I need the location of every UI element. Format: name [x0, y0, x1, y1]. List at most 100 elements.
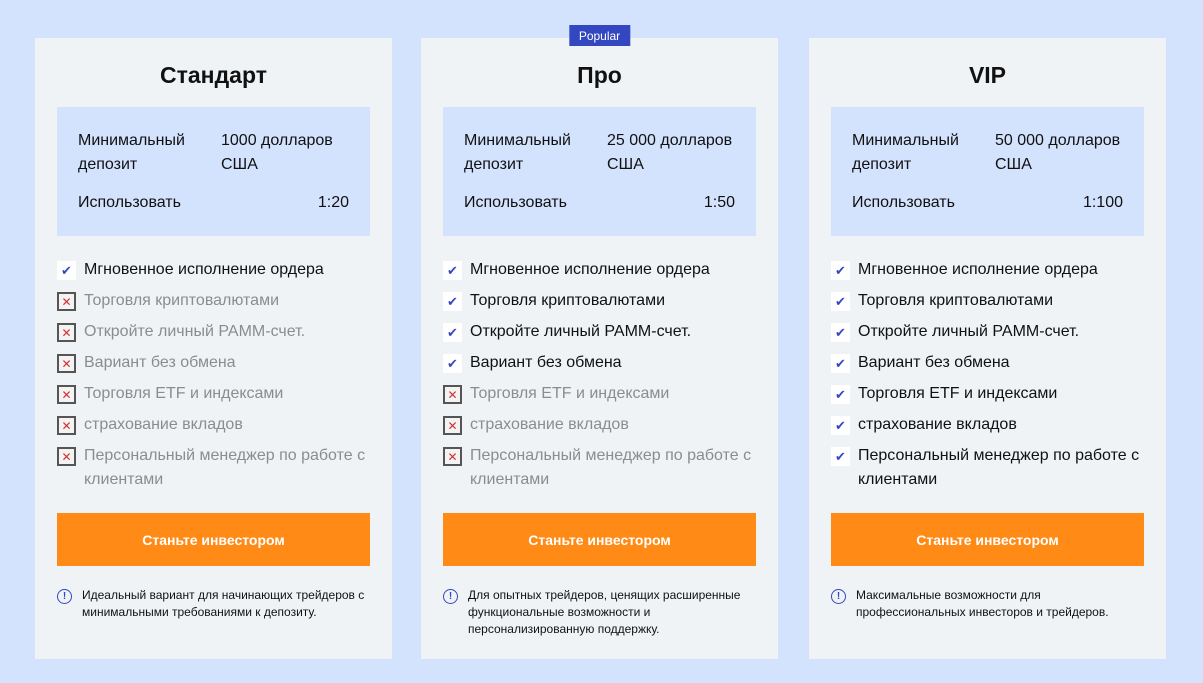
cross-icon: ✕ [57, 385, 76, 404]
check-icon: ✔ [831, 354, 850, 373]
cross-icon: ✕ [443, 447, 462, 466]
feature-item: ✕ Персональный менеджер по работе с клие… [57, 444, 370, 492]
feature-item: ✔ Мгновенное исполнение ордера [57, 258, 370, 282]
feature-item: ✕ Персональный менеджер по работе с клие… [443, 444, 756, 492]
plan-card: VIP Минимальный депозит 50 000 долларов С… [809, 38, 1166, 659]
feature-item: ✔ Торговля криптовалютами [443, 289, 756, 313]
leverage-label: Использовать [78, 194, 181, 211]
feature-item: ✕ Торговля ETF и индексами [57, 382, 370, 406]
check-icon: ✔ [443, 292, 462, 311]
feature-item: ✔ Вариант без обмена [443, 351, 756, 375]
feature-list: ✔ Мгновенное исполнение ордера ✔ Торговл… [443, 258, 756, 492]
feature-text: Мгновенное исполнение ордера [470, 261, 710, 278]
become-investor-button[interactable]: Станьте инвестором [831, 513, 1144, 566]
deposit-label: Минимальный депозит [852, 132, 959, 173]
feature-text: Мгновенное исполнение ордера [858, 261, 1098, 278]
leverage-value: 1:100 [1082, 194, 1123, 211]
check-icon: ✔ [831, 447, 850, 466]
feature-item: ✕ Вариант без обмена [57, 351, 370, 375]
plan-card: Стандарт Минимальный депозит 1000 долларо… [35, 38, 392, 659]
plan-title: Стандарт [160, 62, 267, 88]
become-investor-button[interactable]: Станьте инвестором [57, 513, 370, 566]
feature-item: ✔ Персональный менеджер по работе с клие… [831, 444, 1144, 492]
feature-item: ✕ Торговля ETF и индексами [443, 382, 756, 406]
feature-item: ✔ Откройте личный РАММ-счет. [831, 320, 1144, 344]
feature-item: ✕ Откройте личный РАММ-счет. [57, 320, 370, 344]
check-icon: ✔ [831, 323, 850, 342]
note-text: Для опытных трейдеров, ценящих расширенн… [468, 588, 741, 636]
feature-item: ✕ страхование вкладов [57, 413, 370, 437]
plan-info: Минимальный депозит 25 000 долларов США И… [443, 107, 756, 236]
feature-text: Персональный менеджер по работе с клиент… [84, 447, 366, 488]
feature-text: Откройте личный РАММ-счет. [84, 323, 306, 340]
leverage-label: Использовать [464, 194, 567, 211]
info-icon: ! [443, 589, 458, 604]
info-icon: ! [831, 589, 846, 604]
feature-item: ✔ Мгновенное исполнение ордера [443, 258, 756, 282]
deposit-label: Минимальный депозит [464, 132, 571, 173]
feature-text: Торговля криптовалютами [858, 292, 1054, 309]
feature-text: Вариант без обмена [84, 354, 236, 371]
feature-text: Торговля ETF и индексами [858, 385, 1058, 402]
leverage-label: Использовать [852, 194, 955, 211]
feature-text: Персональный менеджер по работе с клиент… [858, 447, 1140, 488]
feature-text: Вариант без обмена [858, 354, 1010, 371]
feature-item: ✔ страхование вкладов [831, 413, 1144, 437]
leverage-value: 1:20 [317, 194, 349, 211]
plan-note: ! Максимальные возможности для профессион… [831, 587, 1144, 621]
info-icon: ! [57, 589, 72, 604]
cross-icon: ✕ [57, 323, 76, 342]
feature-text: страхование вкладов [470, 416, 629, 433]
plan-info: Минимальный депозит 1000 долларов США Исп… [57, 107, 370, 236]
cross-icon: ✕ [57, 354, 76, 373]
feature-item: ✕ Торговля криптовалютами [57, 289, 370, 313]
plan-title: VIP [968, 62, 1007, 88]
feature-text: Откройте личный РАММ-счет. [470, 323, 692, 340]
feature-item: ✔ Откройте личный РАММ-счет. [443, 320, 756, 344]
check-icon: ✔ [831, 385, 850, 404]
check-icon: ✔ [57, 261, 76, 280]
feature-list: ✔ Мгновенное исполнение ордера ✕ Торговл… [57, 258, 370, 492]
feature-text: Вариант без обмена [470, 354, 622, 371]
cross-icon: ✕ [57, 447, 76, 466]
cross-icon: ✕ [443, 385, 462, 404]
check-icon: ✔ [831, 261, 850, 280]
feature-text: Торговля ETF и индексами [470, 385, 670, 402]
feature-item: ✔ Вариант без обмена [831, 351, 1144, 375]
feature-text: Торговля криптовалютами [470, 292, 666, 309]
check-icon: ✔ [831, 416, 850, 435]
feature-item: ✕ страхование вкладов [443, 413, 756, 437]
leverage-value: 1:50 [703, 194, 735, 211]
note-text: Идеальный вариант для начинающих трейдер… [82, 588, 365, 619]
feature-text: Персональный менеджер по работе с клиент… [470, 447, 752, 488]
feature-item: ✔ Мгновенное исполнение ордера [831, 258, 1144, 282]
deposit-label: Минимальный депозит [78, 132, 185, 173]
plan-info: Минимальный депозит 50 000 долларов США И… [831, 107, 1144, 236]
check-icon: ✔ [443, 323, 462, 342]
feature-text: страхование вкладов [858, 416, 1017, 433]
feature-item: ✔ Торговля ETF и индексами [831, 382, 1144, 406]
deposit-value: 1000 долларов США [221, 132, 333, 173]
feature-text: Торговля криптовалютами [84, 292, 280, 309]
cross-icon: ✕ [57, 292, 76, 311]
plan-card: Popular Про Минимальный депозит 25 000 дол… [421, 25, 778, 659]
feature-item: ✔ Торговля криптовалютами [831, 289, 1144, 313]
deposit-value: 50 000 долларов США [995, 132, 1121, 173]
plan-note: ! Для опытных трейдеров, ценящих расширен… [443, 587, 756, 638]
cross-icon: ✕ [443, 416, 462, 435]
feature-text: Торговля ETF и индексами [84, 385, 284, 402]
feature-text: Мгновенное исполнение ордера [84, 261, 324, 278]
plan-note: ! Идеальный вариант для начинающих трейде… [57, 587, 370, 621]
plan-title: Про [577, 62, 622, 88]
feature-list: ✔ Мгновенное исполнение ордера ✔ Торговл… [831, 258, 1144, 492]
cross-icon: ✕ [57, 416, 76, 435]
note-text: Максимальные возможности для профессиона… [856, 588, 1109, 619]
check-icon: ✔ [443, 354, 462, 373]
become-investor-button[interactable]: Станьте инвестором [443, 513, 756, 566]
feature-text: страхование вкладов [84, 416, 243, 433]
popular-badge: Popular [568, 25, 631, 46]
feature-text: Откройте личный РАММ-счет. [858, 323, 1080, 340]
check-icon: ✔ [443, 261, 462, 280]
deposit-value: 25 000 долларов США [607, 132, 733, 173]
check-icon: ✔ [831, 292, 850, 311]
